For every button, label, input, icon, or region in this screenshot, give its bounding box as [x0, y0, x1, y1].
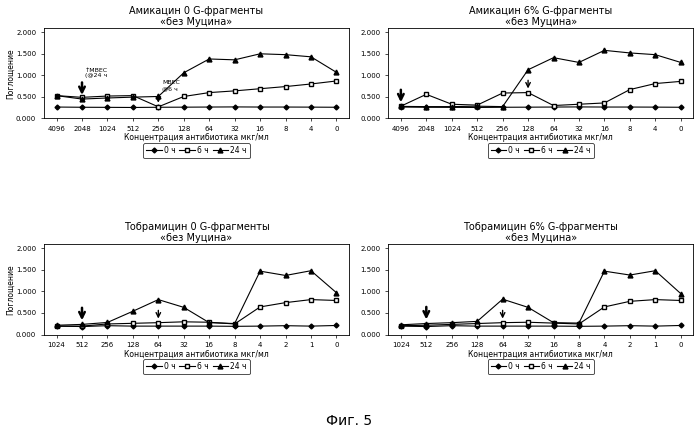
Title: Амикацин 6% G-фрагменты
«без Муцина»: Амикацин 6% G-фрагменты «без Муцина»: [469, 6, 612, 27]
Title: Тобрамицин 0 G-фрагменты
«без Муцина»: Тобрамицин 0 G-фрагменты «без Муцина»: [124, 221, 269, 243]
X-axis label: Концентрация антибиотика мкг/мл: Концентрация антибиотика мкг/мл: [124, 133, 269, 142]
Y-axis label: Поглощение: Поглощение: [6, 264, 15, 315]
Y-axis label: Поглощение: Поглощение: [6, 48, 15, 98]
X-axis label: Концентрация антибиотика мкг/мл: Концентрация антибиотика мкг/мл: [124, 350, 269, 359]
Title: Амикацин 0 G-фрагменты
«без Муцина»: Амикацин 0 G-фрагменты «без Муцина»: [129, 6, 264, 27]
Text: Фиг. 5: Фиг. 5: [326, 414, 373, 428]
Text: ↑МВЕС
(@24 ч: ↑МВЕС (@24 ч: [85, 68, 108, 78]
Legend: 0 ч, 6 ч, 24 ч: 0 ч, 6 ч, 24 ч: [143, 143, 250, 158]
Title: Тобрамицин 6% G-фрагменты
«без Муцина»: Тобрамицин 6% G-фрагменты «без Муцина»: [463, 221, 618, 243]
X-axis label: Концентрация антибиотика мкг/мл: Концентрация антибиотика мкг/мл: [468, 133, 613, 142]
Legend: 0 ч, 6 ч, 24 ч: 0 ч, 6 ч, 24 ч: [488, 143, 594, 158]
X-axis label: Концентрация антибиотика мкг/мл: Концентрация антибиотика мкг/мл: [468, 350, 613, 359]
Legend: 0 ч, 6 ч, 24 ч: 0 ч, 6 ч, 24 ч: [488, 359, 594, 374]
Text: МВЕС
@6 ч: МВЕС @6 ч: [162, 80, 180, 91]
Legend: 0 ч, 6 ч, 24 ч: 0 ч, 6 ч, 24 ч: [143, 359, 250, 374]
